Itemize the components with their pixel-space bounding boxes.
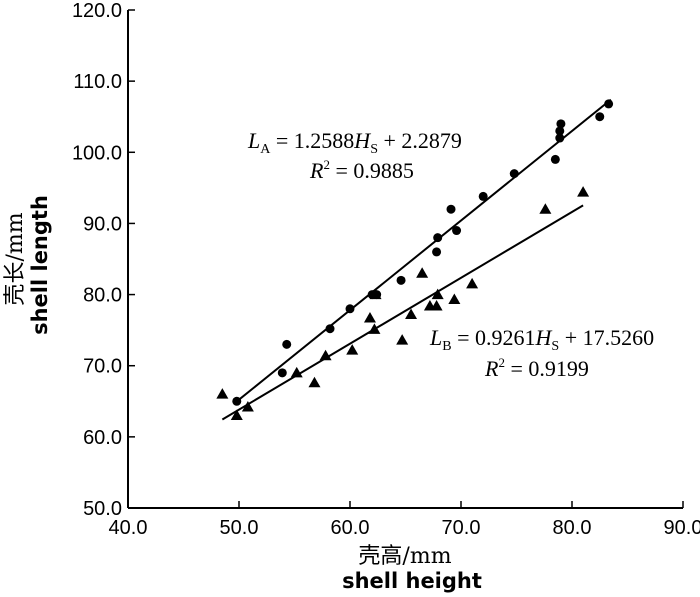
fit-line-a — [236, 98, 612, 403]
data-point-triangle — [368, 323, 381, 334]
x-tick-label: 60.0 — [331, 517, 370, 539]
data-point-triangle — [405, 308, 418, 319]
data-point-circle — [604, 99, 614, 109]
fit-line-b — [221, 204, 584, 421]
data-point-triangle — [216, 388, 229, 399]
axes — [127, 10, 683, 509]
y-axis-title: 壳长/mm — [3, 212, 28, 305]
data-point-triangle — [319, 349, 332, 361]
y-axis-subtitle: shell length — [28, 195, 52, 335]
data-point-triangle — [346, 344, 359, 355]
data-point-circle — [432, 247, 442, 257]
data-point-triangle — [539, 203, 552, 214]
data-point-triangle — [308, 376, 321, 388]
y-tick-label: 110.0 — [73, 71, 122, 93]
y-tick-label: 120.0 — [72, 0, 122, 22]
r-squared-b: R2 = 0.9199 — [484, 355, 589, 381]
x-tick-label: 50.0 — [220, 517, 259, 539]
data-point-triangle — [431, 288, 444, 300]
data-point-circle — [595, 112, 605, 122]
data-point-triangle — [241, 400, 254, 412]
data-point-triangle — [448, 293, 461, 305]
ticks: 40.0 50.0 60.0 70.0 80.0 90.050.060.070.080.0… — [72, 0, 700, 539]
y-tick-label: 90.0 — [83, 213, 122, 235]
data-point-circle — [433, 233, 443, 243]
data-point-circle — [396, 275, 406, 285]
data-point-triangle — [396, 334, 409, 345]
y-tick-label: 60.0 — [83, 427, 122, 449]
data-point-circle — [555, 133, 565, 143]
data-point-triangle — [363, 312, 376, 323]
data-point-triangle — [577, 186, 590, 197]
x-axis-subtitle: shell height — [342, 569, 482, 593]
data-point-circle — [345, 304, 355, 314]
data-point-circle — [509, 169, 519, 179]
data-point-circle — [277, 368, 287, 378]
data-point-circle — [325, 324, 335, 334]
data-point-circle — [282, 339, 292, 349]
r-squared-a: R2 = 0.9885 — [309, 157, 414, 183]
data-point-circle — [556, 119, 566, 129]
data-point-triangle — [290, 366, 303, 378]
data-point-circle — [550, 154, 560, 164]
fit-lines — [221, 98, 612, 421]
data-point-circle — [555, 126, 565, 136]
data-points — [216, 99, 614, 421]
data-point-triangle — [416, 267, 429, 278]
x-tick-label: 80.0 — [553, 517, 592, 539]
data-point-circle — [232, 396, 242, 406]
x-tick-label: 90.0 — [664, 517, 700, 539]
data-point-triangle — [230, 409, 243, 421]
data-point-triangle — [369, 288, 382, 300]
equation-a: LA = 1.2588HS + 2.2879 — [247, 128, 462, 157]
x-tick-label: 40.0 — [109, 517, 148, 539]
data-point-triangle — [466, 277, 479, 289]
data-point-triangle — [430, 299, 443, 311]
y-tick-label: 100.0 — [72, 142, 122, 164]
equation-b: LB = 0.9261HS + 17.5260 — [429, 325, 654, 354]
data-point-circle — [452, 226, 462, 236]
y-tick-label: 80.0 — [83, 285, 122, 307]
data-point-circle — [478, 191, 488, 201]
x-tick-label: 70.0 — [442, 517, 481, 539]
x-axis-title: 壳高/mm — [358, 544, 451, 569]
y-tick-label: 50.0 — [83, 498, 122, 520]
data-point-circle — [446, 204, 456, 214]
y-tick-label: 70.0 — [83, 356, 122, 378]
